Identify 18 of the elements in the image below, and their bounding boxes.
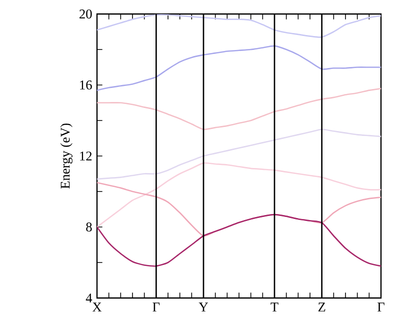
x-tick-label: T [270,302,278,312]
x-tick-label: Z [318,302,326,312]
line-series [97,128,381,180]
line-series [97,88,381,130]
y-tick-label: 16 [80,80,92,90]
x-tick-label: X [92,302,102,312]
x-tick-label: Γ [378,302,384,312]
y-tick-label: 4 [86,294,92,302]
y-axis-title: Energy (eV) [60,124,72,189]
line-series [97,14,381,38]
x-tick-label: Y [198,302,208,312]
y-tick-label: 20 [80,10,92,18]
x-tick-label: Γ [152,302,160,312]
line-series [97,45,381,91]
y-tick-label: 12 [80,152,92,160]
y-tick-label: 8 [86,222,92,232]
line-series [97,214,381,267]
line-series [97,162,381,228]
